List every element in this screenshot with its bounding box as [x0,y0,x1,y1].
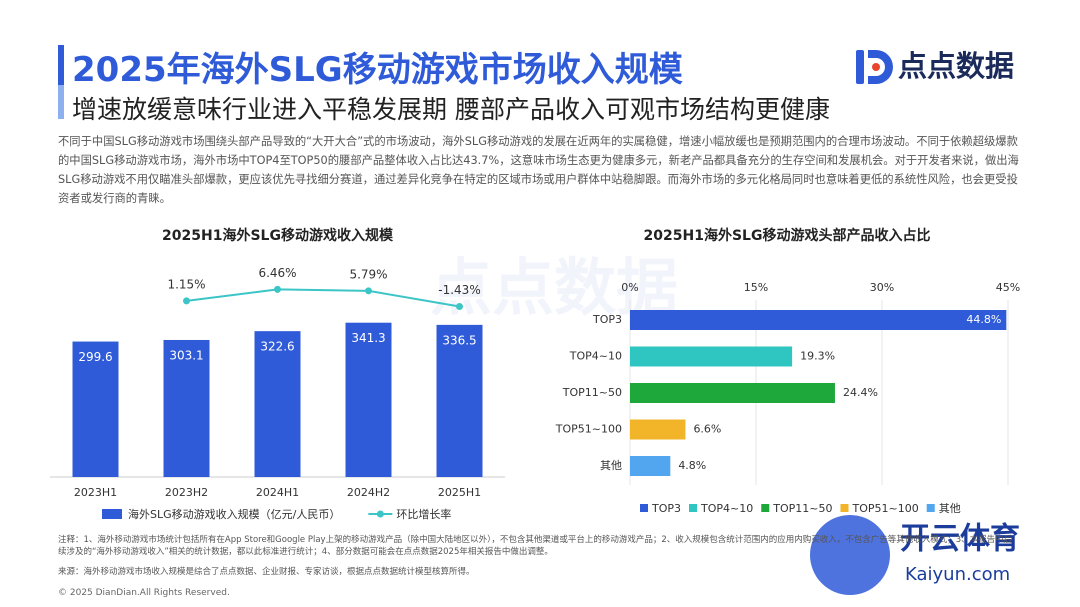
x-tick-label: 2023H2 [165,486,208,499]
logo-icon [856,50,893,84]
data-label: 4.8% [678,459,706,472]
legend-swatch [102,509,122,519]
data-label: -1.43% [438,283,480,297]
y-tick-label: TOP3 [592,313,622,326]
x-tick-label: 2025H1 [438,486,481,499]
x-tick-label: 30% [870,281,894,294]
accent-bar [58,45,64,85]
legend-swatch [840,504,849,512]
page-title: 2025年海外SLG移动游戏市场收入规模 [72,50,683,90]
data-label: 44.8% [966,313,1001,326]
data-label: 19.3% [800,350,835,363]
data-label: 341.3 [351,331,385,345]
data-label: 6.6% [693,423,721,436]
legend-label: TOP11~50 [772,502,832,515]
chart-title: 2025H1海外SLG移动游戏收入规模 [162,227,394,244]
bar [630,419,686,440]
bar [345,322,392,477]
x-tick-label: 2023H1 [74,486,117,499]
line-point [274,285,281,293]
y-tick-label: TOP11~50 [562,386,622,399]
bar [72,341,119,477]
note-text: 注释：1、海外移动游戏市场统计包括所有在App Store和Google Pla… [58,535,1013,557]
watermark-brand: 开云体育 [900,522,1020,557]
data-label: 322.6 [260,340,294,354]
data-label: 24.4% [843,386,878,399]
copyright: © 2025 DianDian.All Rights Reserved. [58,588,230,598]
logo-part [868,50,893,84]
data-label: 5.79% [349,267,387,281]
data-label: 303.1 [169,348,203,362]
legend-swatch [640,504,648,512]
data-label: 6.46% [258,266,296,280]
bar [163,339,210,477]
legend-label: TOP4~10 [700,502,753,515]
line-point [183,297,190,305]
y-tick-label: 其他 [600,459,622,472]
bar [630,346,793,367]
x-tick-label: 15% [744,281,768,294]
data-label: 299.6 [78,350,112,364]
legend-label: 海外SLG移动游戏收入规模（亿元/人民币） [128,507,340,521]
source-text: 来源：海外移动游戏市场收入规模是综合了点点数据、企业财报、专家访谈，根据点点数据… [58,567,475,577]
legend-label: 其他 [939,502,961,515]
y-tick-label: TOP51~100 [555,423,622,436]
line-point [456,303,463,311]
legend-label: TOP51~100 [851,502,918,515]
y-tick-label: TOP4~10 [569,350,622,363]
x-tick-label: 2024H1 [256,486,299,499]
x-tick-label: 2024H2 [347,486,390,499]
legend-label: TOP3 [651,502,681,515]
bar [630,383,835,403]
line [186,288,460,308]
logo-dot [872,63,880,71]
data-label: 1.15% [167,277,205,291]
accent-bar [58,85,64,119]
legend-swatch [761,504,770,512]
legend-label: 环比增长率 [396,507,451,521]
bar [254,331,301,477]
watermark-badge [810,515,890,595]
line-point [365,287,372,295]
data-label: 336.5 [442,333,476,347]
bar [630,456,671,476]
logo-text: 点点数据 [898,49,1014,83]
page-subtitle: 增速放缓意味行业进入平稳发展期 腰部产品收入可观市场结构更健康 [72,95,830,124]
intro-text: 不同于中国SLG移动游戏市场围绕头部产品导致的“大开大合”式的市场波动，海外SL… [58,135,1019,205]
x-tick-label: 45% [996,281,1020,294]
watermark-url: Kaiyun.com [905,564,1010,585]
legend-swatch [926,504,935,512]
bar [436,324,483,477]
bar [630,310,1007,330]
legend-swatch [376,510,384,518]
legend-swatch [689,504,698,512]
logo-part [856,50,864,84]
x-tick-label: 0% [621,281,638,294]
chart-title: 2025H1海外SLG移动游戏头部产品收入占比 [644,227,931,244]
